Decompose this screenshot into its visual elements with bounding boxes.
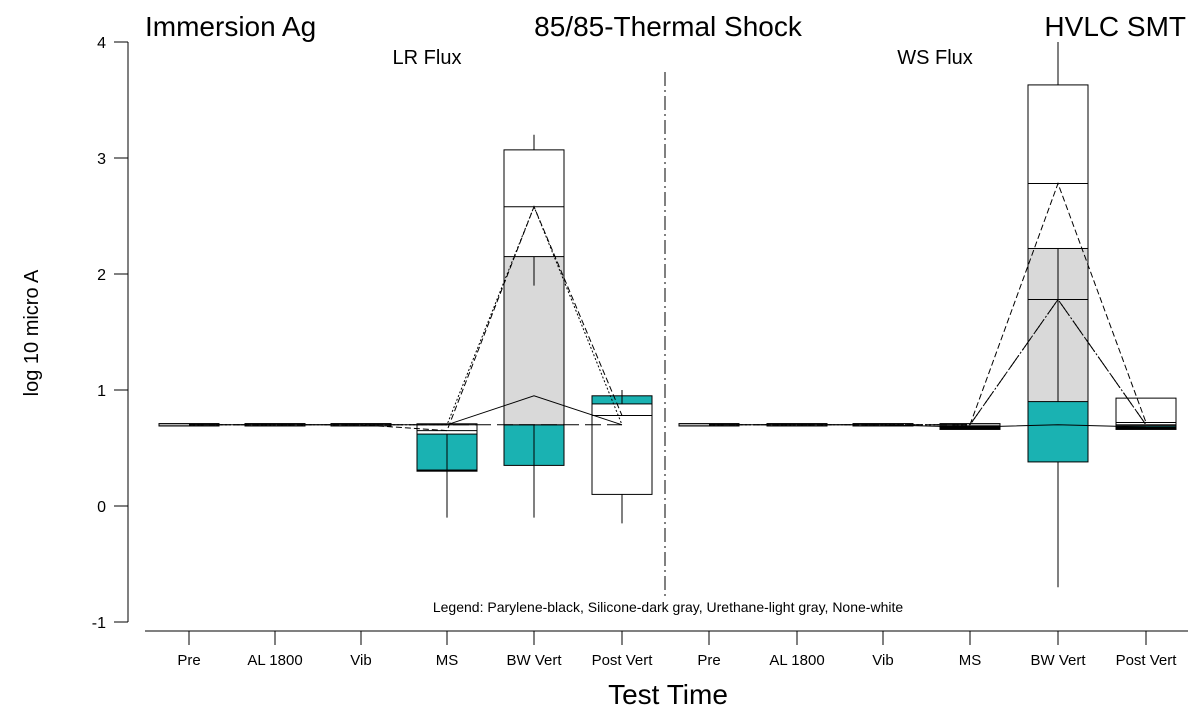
box	[503, 149, 565, 258]
x-tick-label: Vib	[872, 652, 893, 669]
panel-label-left: LR Flux	[393, 47, 462, 69]
x-tick-label: AL 1800	[247, 652, 302, 669]
y-tick-label: 0	[97, 499, 106, 516]
x-tick-label: Post Vert	[1116, 652, 1178, 669]
y-tick-label: 4	[97, 35, 106, 52]
panel-label-right: WS Flux	[897, 47, 973, 69]
legend: Legend: Parylene-black, Silicone-dark gr…	[433, 599, 903, 615]
chart-title-left: Immersion Ag	[145, 11, 316, 42]
x-tick-label: MS	[436, 652, 459, 669]
y-axis-title: log 10 micro A	[21, 269, 43, 396]
plot-group	[158, 42, 1177, 588]
x-tick-label: BW Vert	[506, 652, 562, 669]
y-tick-label: 2	[97, 267, 106, 284]
x-tick-label: Pre	[697, 652, 720, 669]
x-tick-label: BW Vert	[1030, 652, 1086, 669]
y-tick-label: -1	[92, 615, 106, 632]
y-tick-label: 1	[97, 383, 106, 400]
x-axis-title: Test Time	[608, 679, 728, 710]
chart-title-right: HVLC SMT	[1044, 11, 1186, 42]
y-tick-label: 3	[97, 151, 106, 168]
box	[1027, 84, 1089, 249]
box	[1115, 397, 1177, 426]
x-tick-label: AL 1800	[769, 652, 824, 669]
median-trend-line	[709, 182, 1147, 426]
box	[591, 403, 653, 495]
axes-group: -1 0 1 2 3 4 Pre AL 1800 Vib MS BW Vert Post Vert Pr…	[92, 35, 1188, 669]
x-tick-label: Vib	[350, 652, 371, 669]
x-tick-label: MS	[959, 652, 982, 669]
x-tick-label: Pre	[177, 652, 200, 669]
chart-title-center: 85/85-Thermal Shock	[534, 11, 803, 42]
median-trend-line	[189, 205, 623, 432]
x-tick-label: Post Vert	[592, 652, 654, 669]
median-trend-line	[189, 205, 623, 426]
